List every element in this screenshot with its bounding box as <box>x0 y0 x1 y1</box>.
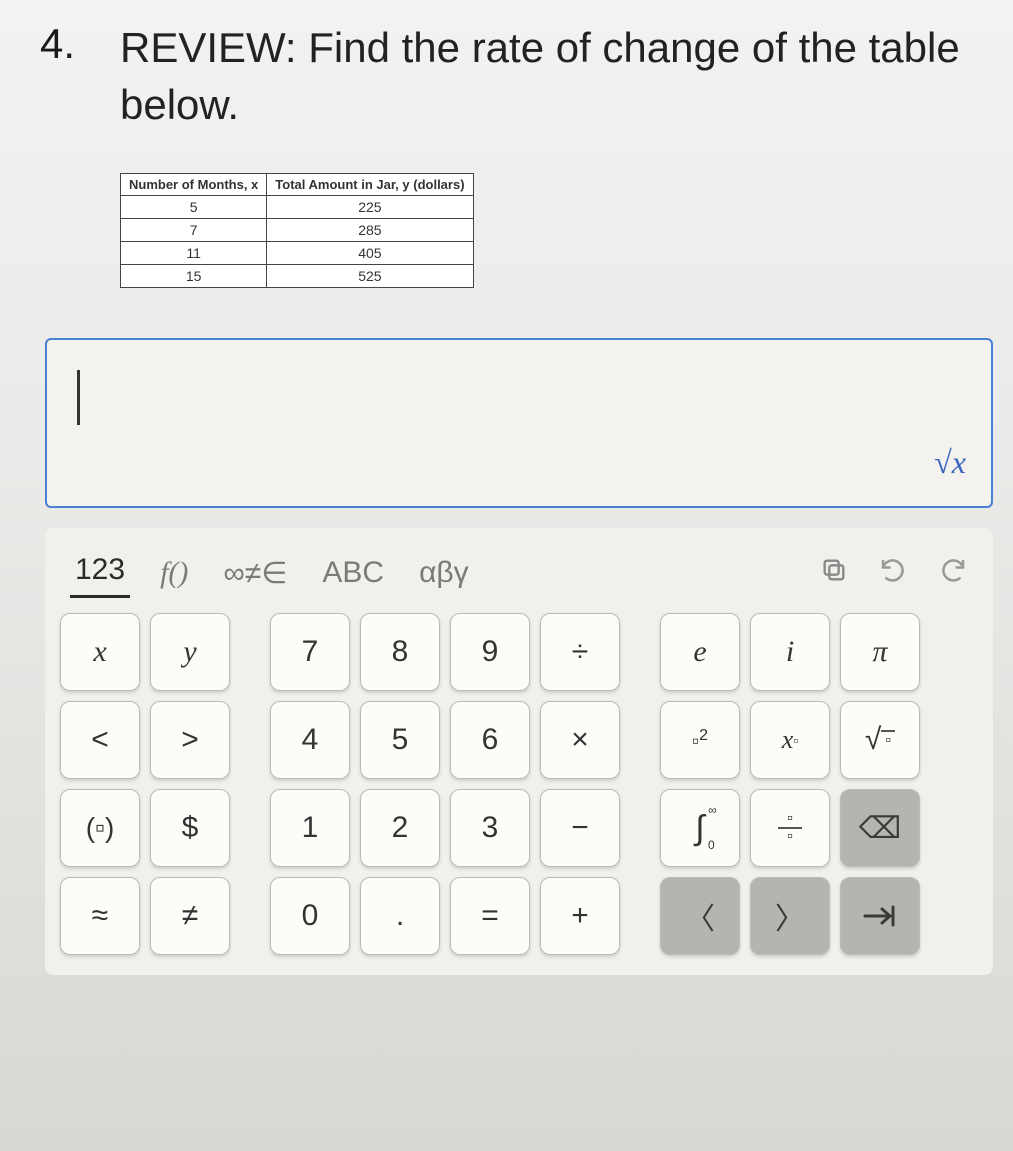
key-grid: xy789÷ eiπ <>456× ▫2x▫√▫ (▫)$123−∞∫0▫▫⌫ ≈≠ 0.=… <box>60 613 978 955</box>
key-right-key[interactable]: 〉 <box>750 877 830 955</box>
const-e-key[interactable]: e <box>660 613 740 691</box>
digit-1-key[interactable]: 1 <box>270 789 350 867</box>
tab-functions[interactable]: f() <box>155 551 193 595</box>
col-header-x: Number of Months, x <box>121 174 267 196</box>
op-square-key[interactable]: ▫2 <box>660 701 740 779</box>
op-sqrt-key[interactable]: √▫ <box>840 701 920 779</box>
col-header-y: Total Amount in Jar, y (dollars) <box>267 174 473 196</box>
table-row: 7 285 <box>121 219 474 242</box>
digit-3-key[interactable]: 3 <box>450 789 530 867</box>
tab-greek[interactable]: αβγ <box>414 551 474 595</box>
sym-dot-key[interactable]: . <box>360 877 440 955</box>
tab-symbols[interactable]: ∞≠∈ <box>218 551 292 596</box>
key-left-key[interactable]: 〈 <box>660 877 740 955</box>
tab-abc[interactable]: ABC <box>317 551 389 595</box>
digit-6-key[interactable]: 6 <box>450 701 530 779</box>
question-text: REVIEW: Find the rate of change of the t… <box>120 20 983 133</box>
question-header: 4. REVIEW: Find the rate of change of th… <box>0 0 1013 143</box>
answer-input[interactable]: √x <box>45 338 993 508</box>
op-multiply-key[interactable]: × <box>540 701 620 779</box>
op-fraction-key[interactable]: ▫▫ <box>750 789 830 867</box>
op-eq-key[interactable]: = <box>450 877 530 955</box>
op-parens-key[interactable]: (▫) <box>60 789 140 867</box>
op-gt-key[interactable]: > <box>150 701 230 779</box>
math-keyboard: 123 f() ∞≠∈ ABC αβγ <box>45 528 993 975</box>
const-pi-key[interactable]: π <box>840 613 920 691</box>
var-y-key[interactable]: y <box>150 613 230 691</box>
keyboard-tabs: 123 f() ∞≠∈ ABC αβγ <box>60 538 978 613</box>
sqrt-toggle-button[interactable]: √x <box>934 444 966 481</box>
cursor <box>77 370 80 425</box>
table-row: 5 225 <box>121 196 474 219</box>
op-power-key[interactable]: x▫ <box>750 701 830 779</box>
undo-icon[interactable] <box>878 555 908 592</box>
copy-icon[interactable] <box>820 556 848 591</box>
op-integral-key[interactable]: ∞∫0 <box>660 789 740 867</box>
op-minus-key[interactable]: − <box>540 789 620 867</box>
digit-0-key[interactable]: 0 <box>270 877 350 955</box>
var-x-key[interactable]: x <box>60 613 140 691</box>
table-row: 11 405 <box>121 242 474 265</box>
digit-7-key[interactable]: 7 <box>270 613 350 691</box>
table-row: 15 525 <box>121 265 474 288</box>
key-backspace-key[interactable]: ⌫ <box>840 789 920 867</box>
key-enter-key[interactable] <box>840 877 920 955</box>
digit-8-key[interactable]: 8 <box>360 613 440 691</box>
tab-123[interactable]: 123 <box>70 548 130 598</box>
op-approx-key[interactable]: ≈ <box>60 877 140 955</box>
data-table: Number of Months, x Total Amount in Jar,… <box>120 173 474 288</box>
sym-dollar-key[interactable]: $ <box>150 789 230 867</box>
redo-icon[interactable] <box>938 555 968 592</box>
op-divide-key[interactable]: ÷ <box>540 613 620 691</box>
op-neq-key[interactable]: ≠ <box>150 877 230 955</box>
op-plus-key[interactable]: + <box>540 877 620 955</box>
digit-5-key[interactable]: 5 <box>360 701 440 779</box>
digit-4-key[interactable]: 4 <box>270 701 350 779</box>
question-number: 4. <box>40 20 90 68</box>
op-lt-key[interactable]: < <box>60 701 140 779</box>
const-i-key[interactable]: i <box>750 613 830 691</box>
digit-9-key[interactable]: 9 <box>450 613 530 691</box>
digit-2-key[interactable]: 2 <box>360 789 440 867</box>
